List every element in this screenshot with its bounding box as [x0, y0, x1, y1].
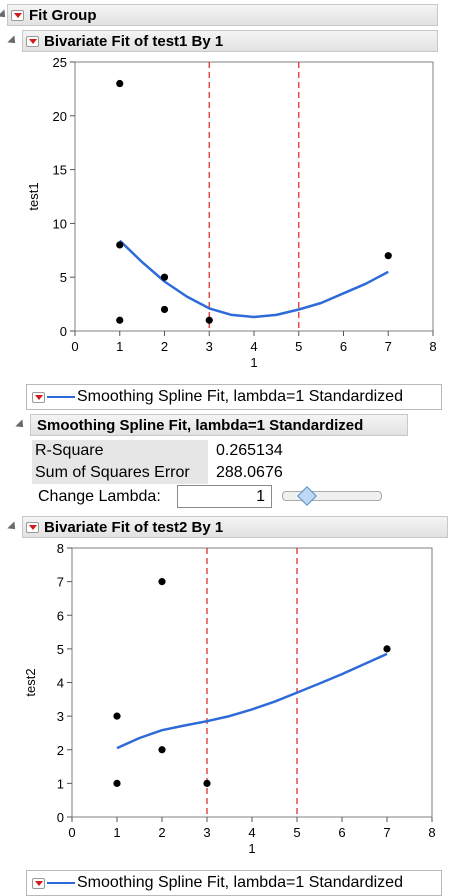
- lambda-input[interactable]: 1: [177, 485, 272, 508]
- y-tick-label: 20: [53, 109, 67, 124]
- y-tick-label: 10: [53, 216, 67, 231]
- x-tick-label: 4: [248, 825, 255, 840]
- spline-legend-swatch: [47, 396, 75, 398]
- data-point: [113, 779, 121, 787]
- x-tick-label: 0: [71, 339, 78, 354]
- y-tick-label: 7: [57, 575, 64, 590]
- row-label-sse: Sum of Squares Error: [32, 462, 208, 484]
- row-value-sse: 288.0676: [216, 464, 283, 481]
- data-point: [383, 645, 391, 653]
- report2-title-bar: Bivariate Fit of test2 By 1: [22, 516, 448, 538]
- lambda-slider[interactable]: [282, 491, 382, 501]
- data-point: [116, 241, 124, 249]
- report2-legend[interactable]: Smoothing Spline Fit, lambda=1 Standardi…: [26, 870, 442, 896]
- change-lambda-label: Change Lambda:: [38, 488, 161, 505]
- fit-table-header[interactable]: Smoothing Spline Fit, lambda=1 Standardi…: [15, 414, 408, 436]
- y-tick-label: 6: [57, 608, 64, 623]
- data-point: [113, 712, 121, 720]
- x-tick-label: 5: [295, 339, 302, 354]
- y-tick-label: 4: [57, 676, 64, 691]
- x-tick-label: 1: [113, 825, 120, 840]
- x-tick-label: 0: [68, 825, 75, 840]
- x-axis-label: 1: [250, 355, 257, 370]
- data-point: [116, 79, 124, 88]
- data-point: [160, 305, 169, 314]
- x-tick-label: 7: [383, 825, 390, 840]
- data-point: [116, 316, 124, 324]
- disclosure-icon[interactable]: [7, 35, 19, 47]
- x-axis-label: 1: [248, 841, 255, 856]
- fit-table-title-bar: Smoothing Spline Fit, lambda=1 Standardi…: [30, 414, 408, 436]
- x-tick-label: 6: [340, 339, 347, 354]
- y-axis-label: test2: [23, 668, 38, 696]
- red-triangle-menu-icon[interactable]: [11, 9, 24, 21]
- y-tick-label: 1: [57, 776, 64, 791]
- report1-title-bar: Bivariate Fit of test1 By 1: [22, 30, 438, 52]
- y-tick-label: 0: [57, 810, 64, 825]
- data-point: [158, 746, 166, 754]
- spline-fit-line: [116, 652, 388, 750]
- legend-label: Smoothing Spline Fit, lambda=1 Standardi…: [77, 388, 403, 405]
- x-tick-label: 2: [161, 339, 168, 354]
- red-triangle-menu-icon[interactable]: [32, 877, 45, 889]
- y-axis-label: test1: [26, 182, 41, 210]
- y-tick-label: 8: [57, 541, 64, 556]
- plot-frame: [74, 61, 434, 332]
- report1-title: Bivariate Fit of test1 By 1: [44, 32, 224, 50]
- fit-group-title: Fit Group: [29, 6, 97, 24]
- fit-group-title-bar: Fit Group: [7, 4, 438, 26]
- report2-title: Bivariate Fit of test2 By 1: [44, 518, 224, 536]
- plot-frame: [71, 547, 433, 818]
- spline-fit-line: [118, 239, 389, 319]
- red-triangle-menu-icon[interactable]: [32, 391, 45, 403]
- x-tick-label: 5: [293, 825, 300, 840]
- report1-legend[interactable]: Smoothing Spline Fit, lambda=1 Standardi…: [26, 384, 442, 410]
- bivariate-plot-test1[interactable]: 0 1 2 3 4 5 6 7 8 0 5 10 15 20 25 1 test1: [0, 52, 474, 372]
- y-tick-label: 5: [60, 270, 67, 285]
- x-tick-label: 8: [429, 339, 436, 354]
- spline-legend-swatch: [47, 882, 75, 884]
- legend-label: Smoothing Spline Fit, lambda=1 Standardi…: [77, 874, 403, 891]
- x-tick-label: 3: [203, 825, 210, 840]
- x-tick-label: 2: [158, 825, 165, 840]
- data-point: [384, 252, 392, 260]
- data-point: [160, 273, 169, 281]
- y-tick-label: 25: [53, 55, 67, 70]
- x-tick-label: 8: [428, 825, 435, 840]
- x-tick-label: 7: [385, 339, 392, 354]
- report2-header[interactable]: Bivariate Fit of test2 By 1: [7, 516, 448, 538]
- y-tick-label: 0: [60, 324, 67, 339]
- data-point: [158, 578, 166, 586]
- bivariate-plot-test2[interactable]: 0 1 2 3 4 5 6 7 8 0 1 2 3 4 5 6 7 8 1 test2: [0, 538, 474, 860]
- x-tick-label: 6: [338, 825, 345, 840]
- y-tick-label: 5: [57, 642, 64, 657]
- data-point: [205, 316, 213, 324]
- data-point: [203, 779, 211, 787]
- fit-table-title: Smoothing Spline Fit, lambda=1 Standardi…: [37, 416, 364, 434]
- row-value-r-square: 0.265134: [216, 442, 283, 459]
- fit-group-header[interactable]: Fit Group: [0, 4, 438, 26]
- red-triangle-menu-icon[interactable]: [26, 521, 39, 533]
- lambda-slider-thumb[interactable]: [296, 486, 317, 506]
- row-label-r-square: R-Square: [32, 440, 208, 462]
- x-tick-label: 1: [116, 339, 123, 354]
- y-tick-label: 3: [57, 709, 64, 724]
- disclosure-icon[interactable]: [15, 419, 27, 431]
- y-tick-label: 2: [57, 743, 64, 758]
- red-triangle-menu-icon[interactable]: [26, 35, 39, 47]
- disclosure-icon[interactable]: [7, 521, 19, 533]
- x-tick-label: 3: [206, 339, 213, 354]
- x-tick-label: 4: [250, 339, 257, 354]
- y-tick-label: 15: [53, 163, 67, 178]
- report1-header[interactable]: Bivariate Fit of test1 By 1: [7, 30, 438, 52]
